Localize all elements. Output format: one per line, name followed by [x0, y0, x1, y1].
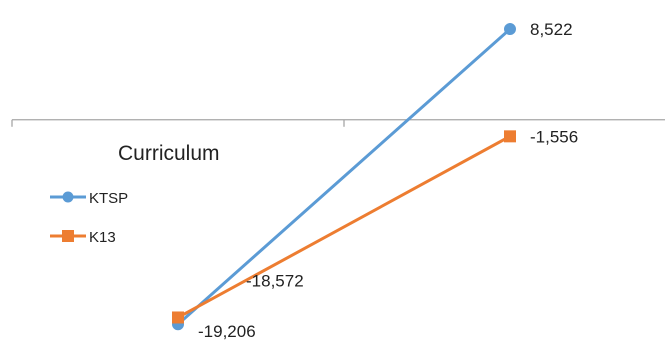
point-k13-2	[504, 130, 516, 143]
legend: Curriculum KTSP K13	[50, 142, 220, 246]
plot-area	[172, 23, 516, 331]
data-labels: -19,206 8,522 -18,572 -1,556	[198, 20, 578, 341]
point-ktsp-2	[504, 23, 516, 36]
legend-label-k13: K13	[89, 229, 116, 246]
series-line-k13	[176, 134, 512, 319]
series-line-ktsp	[176, 27, 512, 326]
legend-title: Curriculum	[118, 142, 220, 165]
data-label-k13-2: -1,556	[530, 127, 578, 146]
data-label-ktsp-2: 8,522	[530, 20, 573, 39]
legend-marker-k13	[62, 230, 74, 242]
point-k13-1	[172, 311, 184, 324]
legend-marker-ktsp	[62, 191, 74, 203]
x-axis	[11, 119, 665, 127]
data-label-k13-1: -18,572	[246, 271, 304, 290]
data-label-ktsp-1: -19,206	[198, 322, 256, 341]
legend-label-ktsp: KTSP	[89, 190, 128, 207]
